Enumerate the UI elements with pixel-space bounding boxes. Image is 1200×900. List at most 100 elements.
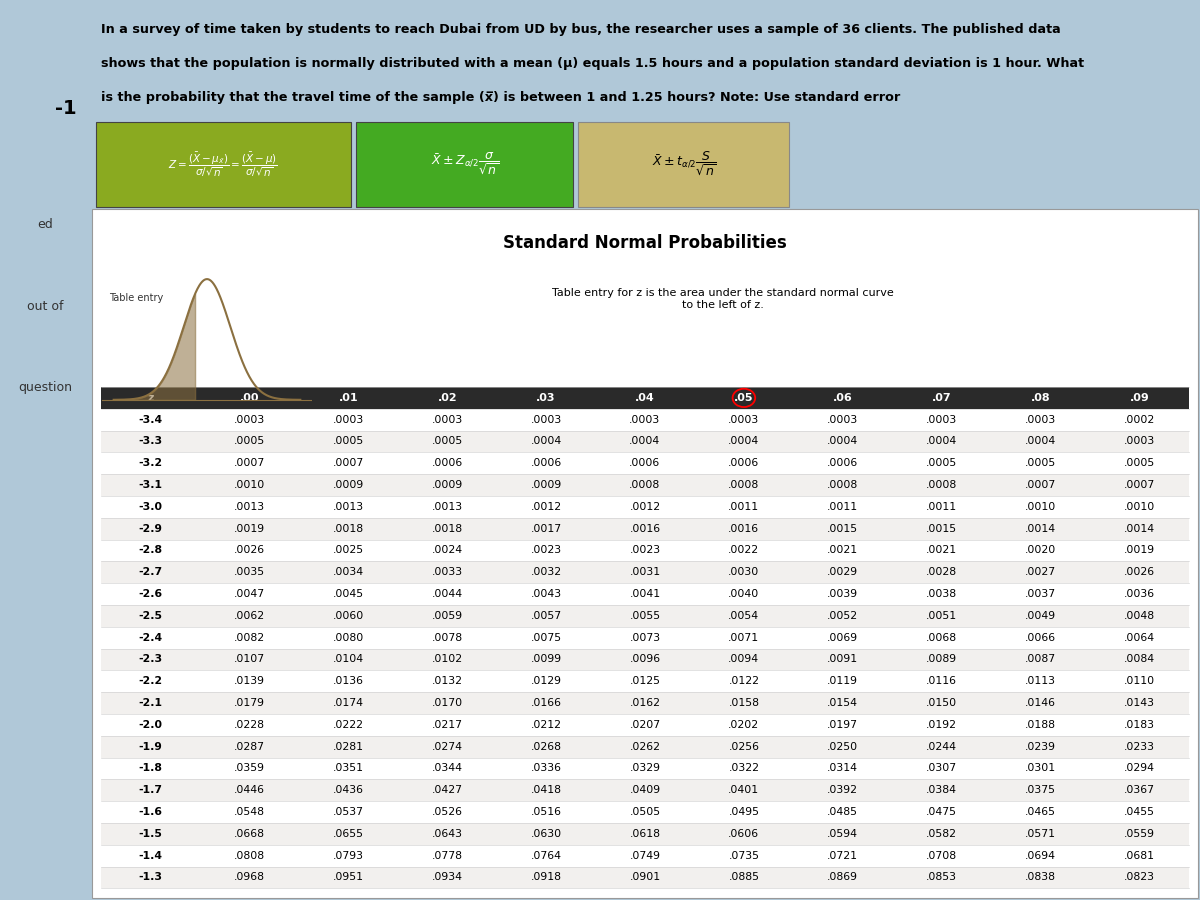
Text: .0256: .0256 (728, 742, 760, 751)
Text: .0036: .0036 (1124, 590, 1156, 599)
Text: -1.5: -1.5 (139, 829, 162, 839)
Text: .0174: .0174 (332, 698, 364, 708)
Text: .0143: .0143 (1124, 698, 1154, 708)
Text: .0158: .0158 (728, 698, 760, 708)
Text: .0060: .0060 (332, 611, 364, 621)
Text: .0031: .0031 (630, 567, 660, 577)
Text: .0392: .0392 (827, 785, 858, 796)
Text: .0125: .0125 (630, 676, 660, 686)
Text: .00: .00 (240, 393, 259, 403)
Text: .0262: .0262 (630, 742, 660, 751)
Text: .0233: .0233 (1124, 742, 1154, 751)
Text: .0023: .0023 (630, 545, 660, 555)
Text: -2.6: -2.6 (138, 590, 163, 599)
Text: .0630: .0630 (530, 829, 562, 839)
Text: .0427: .0427 (432, 785, 463, 796)
Text: .0019: .0019 (234, 524, 265, 534)
FancyBboxPatch shape (101, 518, 1189, 540)
Text: -3.0: -3.0 (138, 502, 162, 512)
Text: .0028: .0028 (926, 567, 958, 577)
Text: .0016: .0016 (728, 524, 760, 534)
Text: .0485: .0485 (827, 807, 858, 817)
Text: .0038: .0038 (926, 590, 958, 599)
Text: .0047: .0047 (234, 590, 265, 599)
Text: .0329: .0329 (630, 763, 660, 773)
Text: .0918: .0918 (530, 872, 562, 882)
Text: .0013: .0013 (234, 502, 265, 512)
Text: .0823: .0823 (1124, 872, 1154, 882)
Text: .0104: .0104 (332, 654, 364, 664)
Text: -2.5: -2.5 (138, 611, 162, 621)
Text: .0146: .0146 (1025, 698, 1056, 708)
Text: -1: -1 (55, 98, 77, 118)
Text: .0446: .0446 (234, 785, 265, 796)
Text: .0006: .0006 (432, 458, 463, 468)
Text: .0021: .0021 (926, 545, 958, 555)
Text: .0571: .0571 (1025, 829, 1056, 839)
Text: .0022: .0022 (728, 545, 760, 555)
Text: -1.3: -1.3 (138, 872, 162, 882)
Text: .0301: .0301 (1025, 763, 1056, 773)
Text: .0721: .0721 (827, 850, 858, 860)
FancyBboxPatch shape (101, 605, 1189, 626)
Text: .0005: .0005 (234, 436, 265, 446)
Text: .0004: .0004 (728, 436, 760, 446)
Text: .0384: .0384 (926, 785, 958, 796)
Text: -2.0: -2.0 (138, 720, 162, 730)
Text: .0087: .0087 (1025, 654, 1056, 664)
FancyBboxPatch shape (101, 735, 1189, 758)
Text: .0064: .0064 (1124, 633, 1156, 643)
Text: .0005: .0005 (926, 458, 958, 468)
Text: .0901: .0901 (630, 872, 660, 882)
Text: .0951: .0951 (332, 872, 364, 882)
Text: .0003: .0003 (432, 415, 463, 425)
Text: -3.3: -3.3 (138, 436, 163, 446)
Text: -2.2: -2.2 (138, 676, 163, 686)
Text: .0023: .0023 (530, 545, 562, 555)
Text: -2.8: -2.8 (138, 545, 162, 555)
Text: .0034: .0034 (332, 567, 364, 577)
Text: .0030: .0030 (728, 567, 760, 577)
Text: -2.7: -2.7 (138, 567, 163, 577)
Text: .0015: .0015 (926, 524, 958, 534)
Text: .0228: .0228 (234, 720, 265, 730)
Text: is the probability that the travel time of the sample (x̅) is between 1 and 1.25: is the probability that the travel time … (101, 91, 900, 104)
FancyBboxPatch shape (101, 474, 1189, 496)
Text: .0013: .0013 (332, 502, 364, 512)
Text: .0006: .0006 (629, 458, 661, 468)
Text: .0007: .0007 (1025, 480, 1056, 491)
Text: .0020: .0020 (1025, 545, 1056, 555)
Text: .07: .07 (932, 393, 952, 403)
Text: .0154: .0154 (827, 698, 858, 708)
Text: .0307: .0307 (926, 763, 958, 773)
Text: out of: out of (26, 300, 64, 312)
Text: .0102: .0102 (432, 654, 463, 664)
Text: .0559: .0559 (1124, 829, 1154, 839)
Text: .0129: .0129 (530, 676, 562, 686)
Text: .0011: .0011 (728, 502, 760, 512)
Text: .0014: .0014 (1124, 524, 1156, 534)
Text: .0139: .0139 (234, 676, 265, 686)
Text: .08: .08 (1031, 393, 1050, 403)
Text: .0107: .0107 (234, 654, 265, 664)
Text: .0582: .0582 (926, 829, 958, 839)
Text: .0003: .0003 (926, 415, 958, 425)
Text: .0003: .0003 (1124, 436, 1156, 446)
Text: .0003: .0003 (234, 415, 265, 425)
Text: .0004: .0004 (1025, 436, 1056, 446)
Text: .0314: .0314 (827, 763, 858, 773)
Text: .0040: .0040 (728, 590, 760, 599)
Text: .0708: .0708 (926, 850, 958, 860)
Text: .0018: .0018 (332, 524, 364, 534)
Text: .0041: .0041 (630, 590, 660, 599)
Text: .0004: .0004 (926, 436, 958, 446)
Text: .0078: .0078 (432, 633, 463, 643)
Text: .0003: .0003 (332, 415, 364, 425)
Text: .0007: .0007 (332, 458, 364, 468)
Text: .0010: .0010 (1025, 502, 1056, 512)
Text: .03: .03 (536, 393, 556, 403)
Text: .0166: .0166 (530, 698, 562, 708)
Text: .0401: .0401 (728, 785, 760, 796)
Text: -1.7: -1.7 (138, 785, 162, 796)
Text: .0183: .0183 (1124, 720, 1154, 730)
